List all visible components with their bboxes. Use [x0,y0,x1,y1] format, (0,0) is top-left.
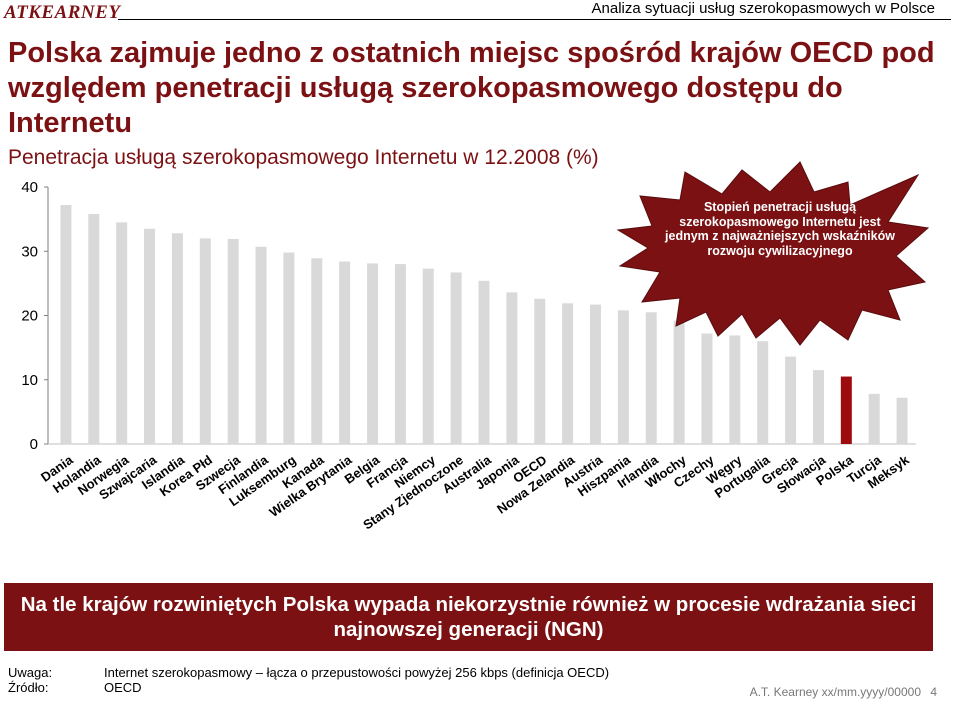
source-text: OECD [104,680,142,695]
callout-text: Stopień penetracji usługą szerokopasmowe… [665,200,895,258]
bar-portugalia [757,341,769,444]
bar-polska [840,376,852,444]
page-number: 4 [930,685,937,699]
bars [60,204,908,444]
bar-dania [60,204,72,444]
header-title: Analiza sytuacji usług szerokopasmowych … [591,0,935,17]
ngn-banner: Na tle krajów rozwiniętych Polska wypada… [4,583,933,651]
bar-holandia [88,213,100,444]
bar-słowacja [812,370,824,444]
category-labels: DaniaHolandiaNorwegiaSzwajcariaIslandiaK… [38,452,912,533]
bar-oecd [534,298,546,444]
note-text: Internet szerokopasmowy – łącza o przepu… [104,665,610,680]
note-label: Uwaga: [8,665,53,680]
bar-czechy [701,333,713,444]
bar-chart: 0 10 20 30 40 DaniaHolandiaNorwegiaSzwajcari… [21,161,930,533]
bar-turcja [868,393,880,444]
callout-starburst [616,161,930,346]
bar-wielka-brytania [339,261,351,444]
bar-meksyk [896,397,908,444]
y-tick-label: 10 [21,372,38,389]
y-tick-label: 20 [21,308,38,325]
kearney-logo: ATKEARNEY [4,2,121,23]
bar-włochy [673,320,685,444]
header-divider [118,19,951,20]
bar-austria [589,304,601,444]
y-tick-label: 30 [21,243,38,260]
bar-islandia [171,233,183,444]
bar-japonia [506,292,518,444]
bar-stany-zjednoczone [450,272,462,444]
bar-irlandia [645,312,657,444]
bar-belgia [367,263,379,444]
bar-finlandia [255,246,267,444]
bar-niemcy [422,268,434,444]
chart-subtitle: Penetracja usługą szerokopasmowego Inter… [8,146,599,169]
bar-francja [394,264,406,444]
bar-kanada [311,258,323,444]
bar-norwegia [116,222,128,444]
bar-luksemburg [283,252,295,444]
bar-grecja [785,356,797,444]
y-tick-label: 0 [30,436,38,453]
bar-australia [478,280,490,444]
bar-węgry [729,335,741,444]
bar-nowa-zelandia [562,303,574,444]
bar-szwajcaria [144,228,156,444]
y-axis: 0 10 20 30 40 [21,179,916,453]
footer-reference: A.T. Kearney xx/mm.yyyy/00000 [749,685,921,699]
bar-szwecja [227,239,239,444]
y-tick-label: 40 [21,179,38,196]
slide-title: Polska zajmuje jedno z ostatnich miejsc … [8,37,935,139]
bar-korea-płd [199,238,211,444]
bar-hiszpania [617,310,629,444]
source-label: Źródło: [8,680,49,695]
